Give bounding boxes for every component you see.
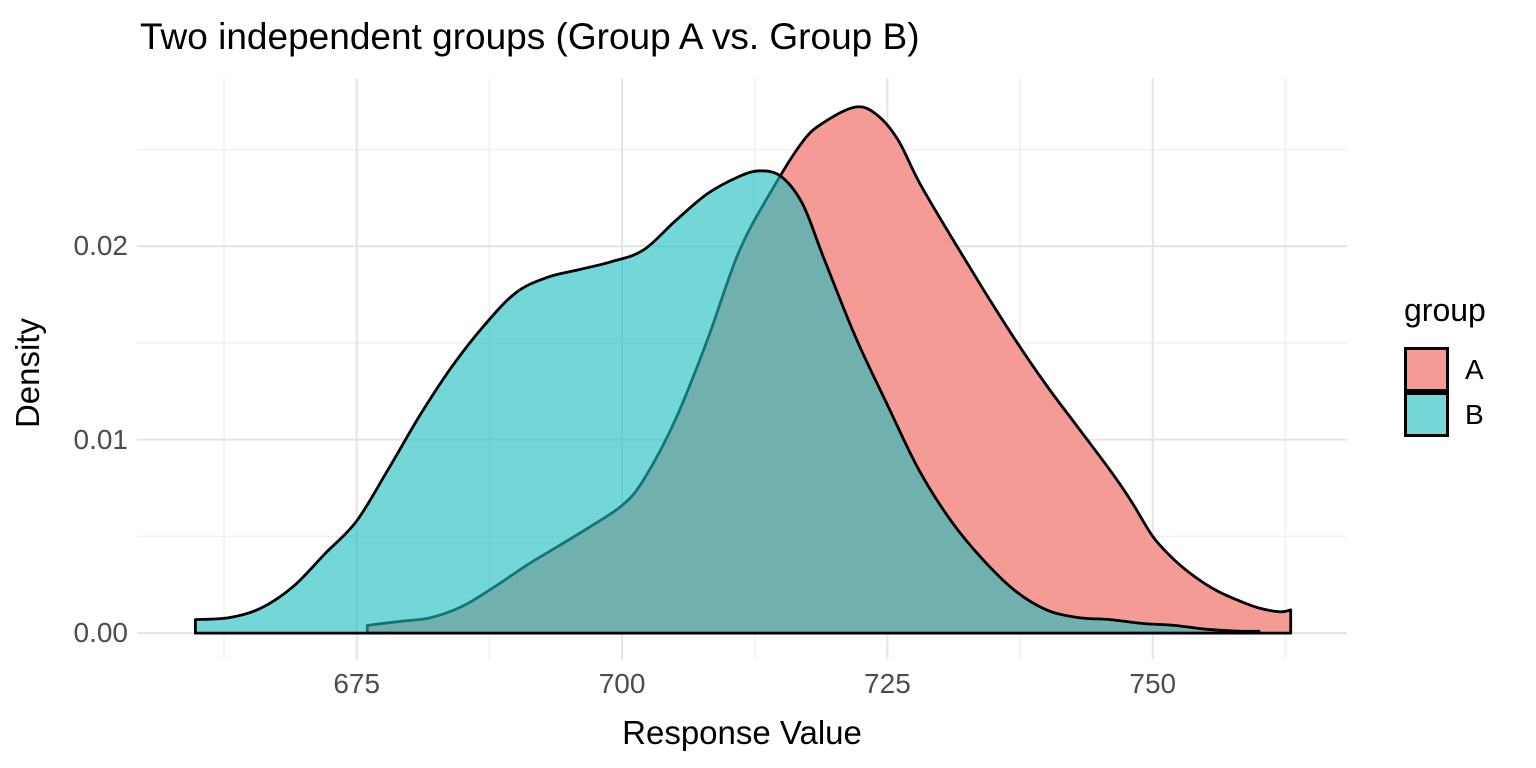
legend-swatch-group-a — [1404, 347, 1449, 392]
x-tick-label: 725 — [864, 668, 911, 699]
x-tick-label: 700 — [598, 668, 646, 699]
legend-label-group-b: B — [1465, 398, 1484, 430]
legend: group A B — [1404, 292, 1486, 437]
y-tick-label: 0.01 — [73, 423, 129, 455]
legend-label-group-a: A — [1465, 353, 1484, 385]
legend-key-a: A — [1404, 347, 1486, 392]
legend-swatch-group-b — [1404, 392, 1449, 437]
y-axis-title: Density — [9, 317, 46, 429]
density-curve-group-b — [194, 169, 1261, 635]
legend-key-b: B — [1404, 392, 1486, 437]
x-axis-title: Response Value — [622, 714, 862, 751]
x-tick-label: 675 — [333, 668, 381, 699]
x-tick-label: 750 — [1129, 668, 1177, 699]
y-tick-label: 0.02 — [73, 230, 129, 262]
legend-title: group — [1404, 292, 1486, 328]
y-tick-label: 0.00 — [73, 617, 129, 649]
plot-title: Two independent groups (Group A vs. Grou… — [140, 16, 920, 57]
